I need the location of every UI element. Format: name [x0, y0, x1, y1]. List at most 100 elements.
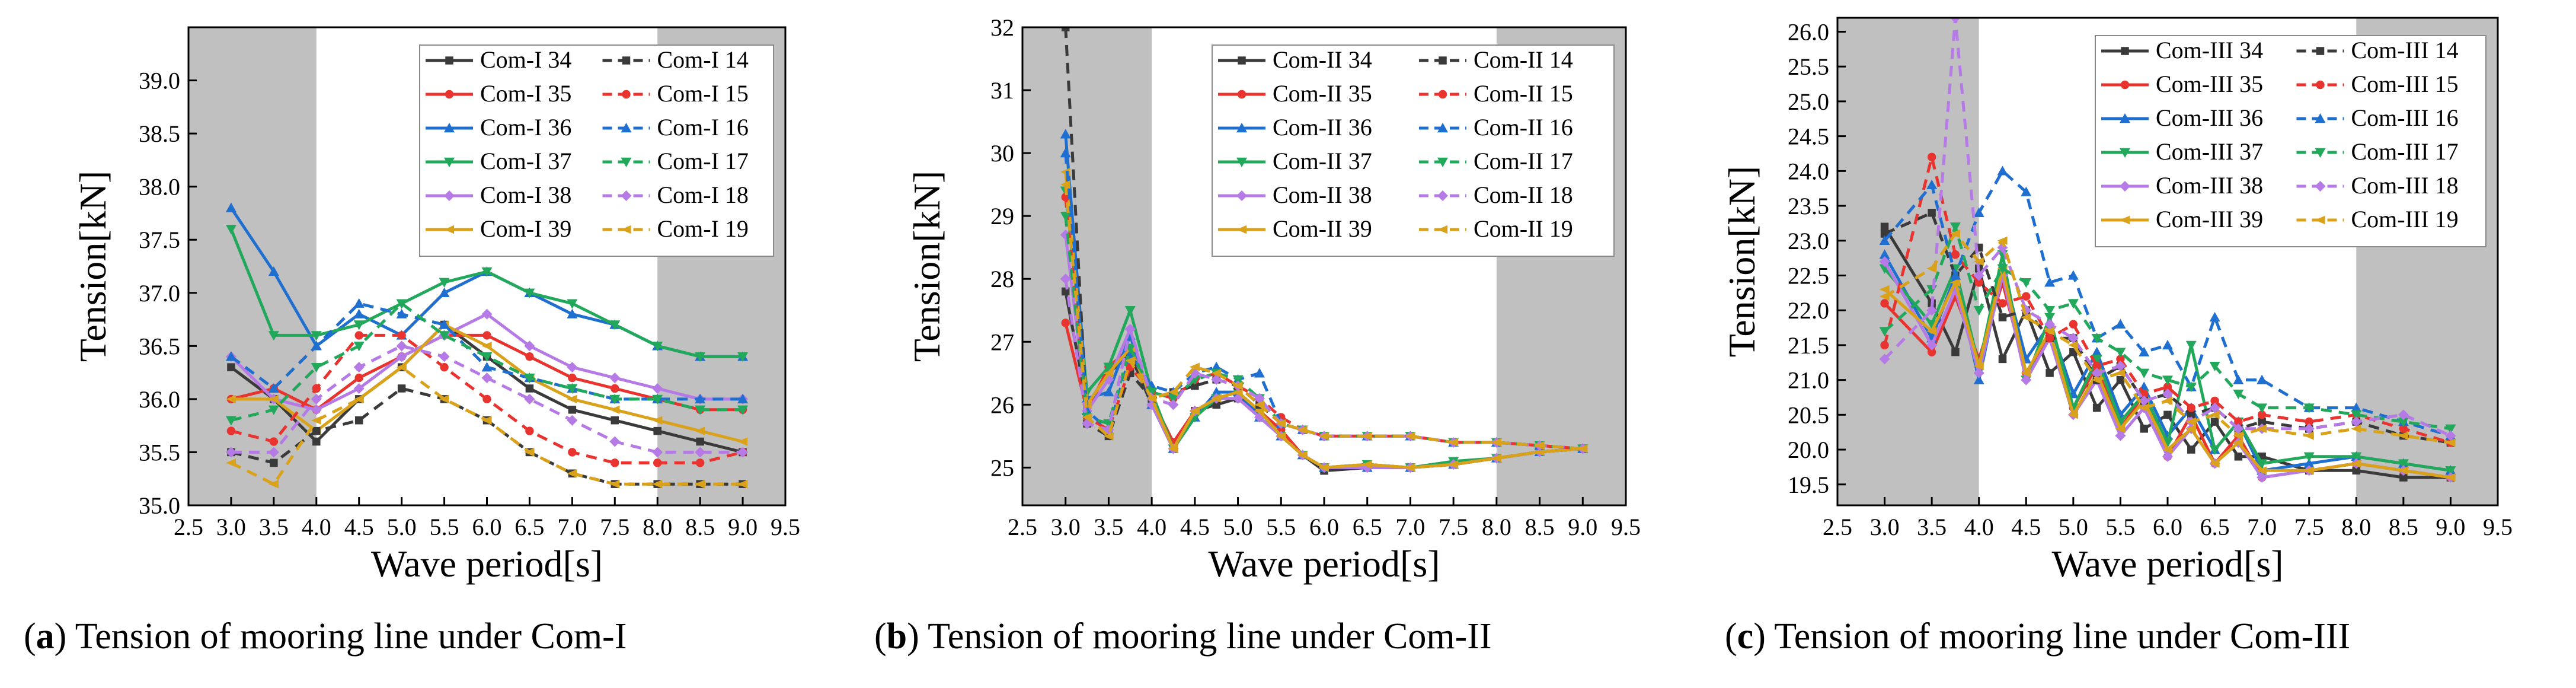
x-tick-label: 8.0	[2341, 514, 2371, 540]
legend-marker	[1236, 157, 1247, 167]
data-point	[1880, 340, 1889, 350]
data-point	[2091, 333, 2102, 344]
data-point	[312, 426, 321, 435]
data-point	[1060, 129, 1071, 139]
data-point	[354, 331, 363, 340]
data-point	[268, 479, 279, 489]
data-point	[1448, 438, 1459, 447]
data-point	[609, 479, 620, 489]
data-point	[1319, 432, 1329, 441]
y-tick-label: 28	[990, 266, 1014, 292]
legend-marker	[2120, 80, 2130, 90]
legend-marker	[1437, 123, 1448, 133]
y-axis-label: Tension[kN]	[906, 171, 948, 362]
legend-label: Com-III 37	[2156, 138, 2263, 165]
data-point	[2163, 383, 2172, 391]
data-point	[1124, 306, 1136, 316]
x-tick-label: 8.0	[643, 514, 672, 540]
legend-marker	[1437, 190, 1448, 201]
legend-label: Com-II 16	[1474, 114, 1573, 141]
data-point	[439, 351, 450, 362]
x-tick-label: 7.5	[2294, 514, 2324, 540]
data-point	[1297, 450, 1308, 460]
data-point	[2139, 395, 2150, 406]
data-point	[2445, 424, 2456, 434]
data-point	[1103, 369, 1114, 378]
y-tick-label: 20.0	[1788, 437, 1829, 463]
data-point	[2115, 318, 2126, 329]
y-axis-label: Tension[kN]	[72, 171, 114, 362]
legend-label: Com-II 15	[1474, 80, 1573, 107]
data-point	[1998, 355, 2007, 364]
legend-marker	[621, 123, 632, 133]
y-tick-label: 38.5	[139, 120, 180, 147]
data-point	[567, 384, 578, 394]
data-point	[1879, 292, 1890, 301]
data-point	[2209, 311, 2220, 322]
data-point	[2162, 388, 2173, 400]
data-point	[1534, 441, 1545, 450]
caption-c-letter: c	[1737, 616, 1754, 657]
data-point	[312, 384, 321, 393]
shaded-region	[188, 27, 317, 505]
data-point	[225, 447, 236, 458]
legend-label: Com-II 14	[1474, 46, 1573, 73]
legend-label: Com-I 14	[657, 46, 749, 73]
data-point	[2234, 453, 2243, 461]
data-point	[2162, 396, 2173, 406]
data-point	[353, 394, 364, 404]
legend-label: Com-I 34	[480, 46, 571, 73]
data-point	[268, 405, 279, 415]
y-tick-label: 37.0	[139, 280, 180, 307]
y-tick-label: 22.0	[1788, 297, 1829, 324]
data-point	[1949, 270, 1961, 280]
legend-label: Com-II 39	[1273, 215, 1372, 242]
legend-marker	[1437, 225, 1448, 234]
legend-marker	[622, 56, 631, 65]
y-tick-label: 23.5	[1788, 193, 1829, 219]
data-point	[1189, 406, 1200, 416]
data-point	[609, 405, 620, 414]
x-tick-label: 3.5	[1917, 514, 1947, 540]
data-point	[2092, 403, 2101, 412]
x-tick-label: 7.5	[600, 514, 629, 540]
data-point	[2399, 473, 2408, 482]
y-tick-label: 26	[990, 391, 1014, 418]
legend-box	[419, 44, 774, 257]
data-point	[354, 373, 363, 383]
data-point	[270, 458, 278, 467]
data-point	[1103, 432, 1114, 441]
legend-marker	[1439, 56, 1447, 65]
x-tick-label: 4.5	[344, 514, 374, 540]
legend-label: Com-II 36	[1273, 114, 1372, 141]
x-tick-label: 4.0	[1964, 514, 1994, 540]
legend-label: Com-I 17	[657, 148, 749, 174]
data-point	[1974, 278, 1983, 287]
legend-label: Com-III 38	[2156, 172, 2263, 199]
data-point	[353, 308, 365, 318]
data-point	[2067, 340, 2078, 350]
data-point	[567, 415, 578, 426]
data-point	[440, 362, 449, 372]
legend-marker	[1236, 190, 1247, 201]
legend-label: Com-I 36	[480, 114, 571, 141]
chart-2: 2.5 3.0 3.5 4.0 4.5 5.0 5.5 6.0 6.5 7.0 7.5 8.0 8.5 9…	[906, 14, 1641, 585]
data-point	[2162, 339, 2173, 350]
data-point	[312, 437, 321, 446]
data-point	[482, 331, 491, 340]
legend-marker	[2120, 113, 2130, 123]
data-point	[2257, 472, 2268, 483]
data-point	[567, 308, 578, 318]
data-point	[652, 394, 663, 404]
x-tick-label: 6.0	[472, 514, 502, 540]
data-point	[695, 479, 705, 489]
data-point	[225, 394, 236, 404]
data-point	[353, 383, 365, 394]
data-point	[2303, 452, 2315, 462]
data-point	[1082, 413, 1092, 422]
data-point	[2233, 431, 2243, 440]
data-point	[1254, 400, 1265, 409]
legend-marker	[444, 225, 455, 234]
series-group	[1879, 18, 2456, 483]
data-point	[1146, 394, 1157, 403]
